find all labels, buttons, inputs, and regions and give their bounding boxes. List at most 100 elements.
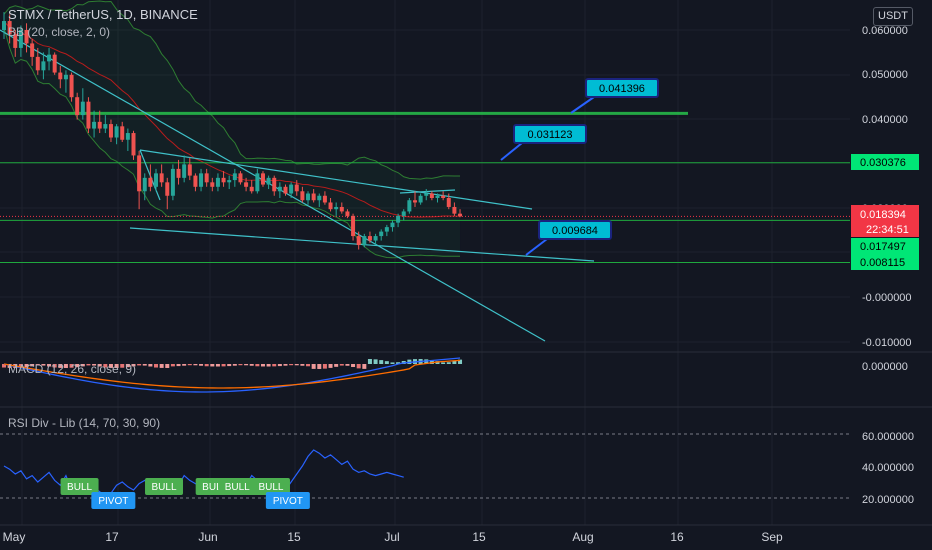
macd-histogram-bar — [232, 364, 237, 366]
time-tick-label: Jun — [198, 530, 217, 544]
macd-histogram-bar — [131, 364, 136, 367]
macd-histogram-bar — [311, 364, 316, 369]
price-callouts[interactable]: 0.041396 0.031123 0.009684 — [500, 78, 659, 256]
bb-upper — [3, 0, 461, 180]
pivot-marker — [91, 492, 136, 509]
candle-body — [266, 177, 271, 185]
macd-histogram-bar — [210, 364, 215, 367]
time-tick-label: Sep — [761, 530, 783, 544]
macd-histogram-bar — [18, 364, 23, 368]
time-tick-label: 17 — [105, 530, 119, 544]
symbol-title: STMX / TetherUS, 1D, BINANCE — [8, 7, 198, 22]
countdown-label: 22:34:51 — [866, 224, 909, 236]
macd-histogram-bar — [294, 364, 299, 366]
macd-histogram-bar — [384, 361, 389, 364]
macd-histogram-bar — [238, 364, 243, 366]
candle-body — [289, 184, 294, 194]
candle-body — [58, 72, 63, 80]
candle-body — [396, 215, 401, 223]
macd-histogram-bar — [137, 364, 142, 366]
trend-line — [129, 227, 595, 262]
bb-lower — [3, 27, 461, 259]
time-tick-label: 15 — [472, 530, 486, 544]
pivot-marker — [265, 492, 310, 509]
macd-histogram-bar — [52, 364, 57, 368]
time-tick-label: Jul — [384, 530, 399, 544]
callout-pointer — [570, 96, 595, 114]
candle-body — [277, 186, 282, 192]
macd-histogram-bar — [204, 364, 209, 367]
price-tick-label: 0.040000 — [862, 114, 908, 126]
candle-body — [159, 173, 164, 183]
time-tick-label: 15 — [287, 530, 301, 544]
callout-box — [513, 124, 587, 144]
candle-body — [114, 126, 119, 138]
macd-histogram-bar — [289, 364, 294, 366]
rsi-marker-label: BULL — [225, 482, 250, 493]
candle-body — [300, 191, 305, 201]
macd-histogram-bar — [458, 359, 463, 364]
candle-body — [221, 177, 226, 183]
candle-body — [227, 180, 232, 183]
macd-indicator-label[interactable]: MACD (12, 26, close, 9) — [8, 362, 137, 376]
macd-histogram-bar — [317, 364, 322, 369]
candle-body — [294, 184, 299, 192]
candle-body — [351, 215, 356, 237]
candle-body — [367, 236, 372, 241]
candle-body — [435, 195, 440, 198]
candle-body — [249, 186, 254, 192]
macd-histogram-bar — [24, 364, 29, 368]
macd-histogram-bar — [221, 364, 226, 367]
candle-body — [154, 173, 159, 187]
candle-body — [339, 206, 344, 212]
macd-histogram-bar — [277, 364, 282, 367]
level-price-tag — [851, 238, 919, 254]
rsi-indicator-label[interactable]: RSI Div - Lib (14, 70, 30, 90) — [8, 416, 161, 430]
macd-tick-label: 0.000000 — [862, 361, 908, 373]
macd-histogram-bar — [80, 364, 85, 367]
signal-line — [3, 359, 461, 389]
bb-fill — [4, 1, 461, 258]
candle-body — [390, 222, 395, 228]
candle-body — [401, 211, 406, 216]
candle-body — [35, 56, 40, 71]
last-price-tag — [851, 205, 919, 237]
macd-histogram-bar — [351, 364, 356, 368]
candle-body — [322, 195, 327, 203]
macd-histogram-bar — [120, 364, 125, 368]
price-tick-label: -0.010000 — [862, 337, 912, 349]
macd-histogram-bar — [47, 364, 52, 367]
macd-histogram-bar — [63, 364, 68, 368]
macd-histogram-bar — [142, 364, 147, 366]
candle-body — [345, 211, 350, 216]
bb-basis — [3, 20, 461, 218]
candle-body — [182, 164, 187, 178]
candle-body — [125, 133, 130, 140]
macd-histogram-bar — [334, 364, 339, 367]
time-axis[interactable]: May 17 Jun 15 Jul 15 Aug 16 Sep — [0, 524, 932, 544]
candle-body — [210, 182, 215, 187]
rsi-tick-label: 60.000000 — [862, 431, 914, 443]
macd-histogram-bar — [108, 364, 113, 368]
horizontal-levels[interactable] — [0, 111, 850, 263]
rsi-marker-label: BULL — [258, 482, 283, 493]
bull-marker — [60, 478, 99, 495]
candle-body — [373, 236, 378, 241]
candle-body — [311, 193, 316, 201]
bb-indicator-label[interactable]: BB (20, close, 2, 0) — [8, 25, 111, 39]
price-tick-label: 0.060000 — [862, 25, 908, 37]
macd-line — [3, 357, 461, 393]
macd-histogram-bar — [41, 364, 46, 366]
price-axis[interactable]: 0.0600000.0500000.0400000.0300000.020000… — [851, 25, 919, 506]
macd-histogram-bar — [35, 364, 40, 366]
macd-histogram-bar — [356, 364, 361, 369]
candle-body — [260, 173, 265, 185]
macd-histogram-bar — [300, 364, 305, 366]
macd-histogram-bar — [266, 364, 271, 367]
candle-body — [2, 21, 6, 30]
macd-histogram-bar — [306, 364, 311, 367]
candle-body — [215, 177, 220, 187]
macd-histogram-bar — [165, 364, 170, 368]
currency-selector[interactable]: USDT — [873, 7, 913, 26]
